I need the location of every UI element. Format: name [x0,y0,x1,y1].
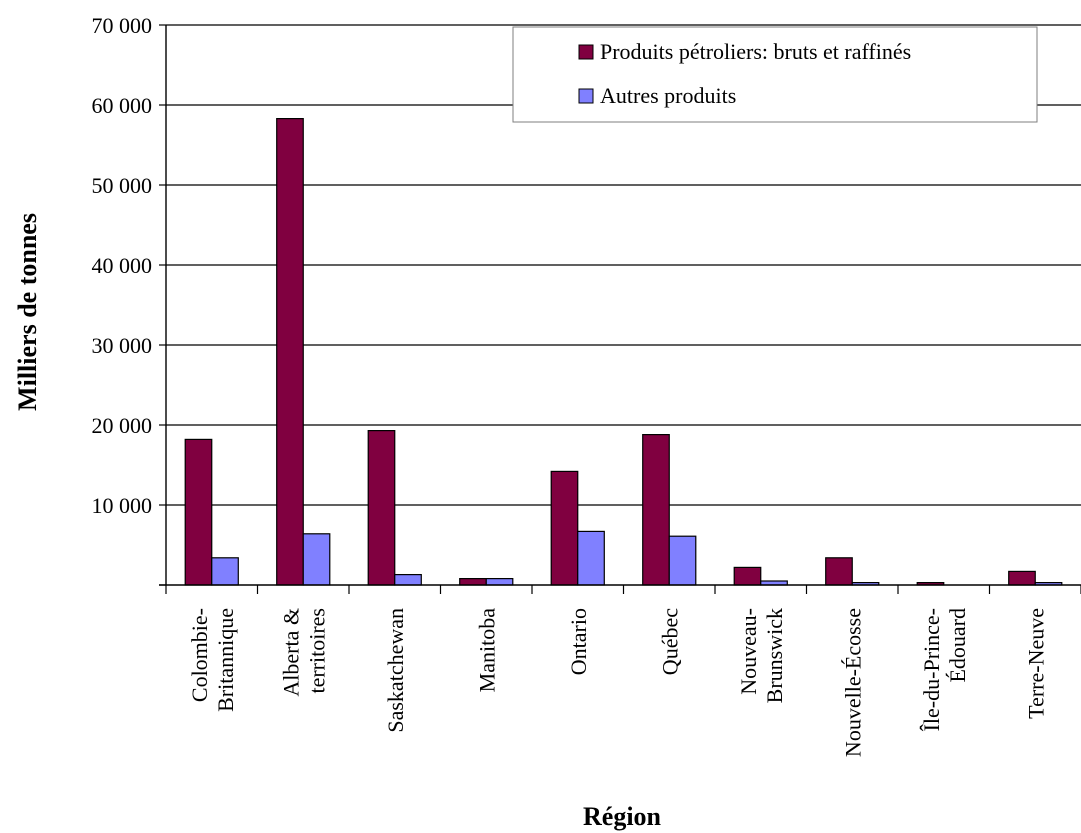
legend-label-petroleum: Produits pétroliers: bruts et raffinés [600,39,911,64]
bar-petroleum [459,577,487,586]
y-tick-label: 30 000 [92,333,153,358]
bar-petroleum [642,434,670,586]
y-tick-label: 70 000 [92,13,153,38]
legend: Produits pétroliers: bruts et raffinés A… [512,26,1038,123]
x-category-label: Édouard [945,608,970,683]
legend-box [512,26,1038,123]
x-category-label: Alberta & [278,608,303,697]
x-category-label: Colombie- [187,608,212,702]
x-axis-category-labels: Colombie- Britannique Alberta & territoires… [187,608,1049,757]
x-axis-title: Région [583,802,662,831]
x-category-label: Île-du-Prince- [919,608,944,731]
x-axis-ticks [165,585,1081,594]
bar-petroleum [184,438,213,586]
bar-other [211,557,239,586]
bar-other [577,530,605,586]
bar-petroleum [733,566,762,586]
x-category-label: Nouveau- [736,608,761,695]
bar-petroleum [367,430,396,586]
bar-petroleum [825,557,853,586]
x-category-label: territoires [304,608,329,694]
bar-other [394,573,422,586]
bar-other [302,533,331,586]
x-category-label: Brunswick [762,608,787,703]
bar-other [668,535,697,586]
axes [159,25,1081,586]
bar-other [485,577,514,586]
bar-petroleum [276,117,304,586]
y-tick-label: 40 000 [92,253,153,278]
y-tick-label: 60 000 [92,93,153,118]
y-axis-ticks: 10 000 20 000 30 000 40 000 50 000 60 000 70 0… [92,13,166,586]
x-category-label: Saskatchewan [383,608,408,733]
legend-swatch-other [578,88,594,104]
x-category-label: Québec [657,608,682,675]
bar-petroleum [1008,570,1036,586]
x-category-label: Britannique [213,608,238,712]
bars [184,117,1063,586]
y-tick-label: 10 000 [92,493,153,518]
y-tick-label: 20 000 [92,413,153,438]
y-axis-title: Milliers de tonnes [13,213,42,411]
x-category-label: Nouvelle-Écosse [840,608,865,757]
x-category-label: Manitoba [474,608,499,693]
bar-petroleum [550,470,579,586]
x-category-label: Ontario [566,608,591,675]
y-tick-label: 50 000 [92,173,153,198]
legend-swatch-petroleum [578,44,594,60]
legend-label-other: Autres produits [600,83,736,108]
x-category-label: Terre-Neuve [1023,608,1048,719]
